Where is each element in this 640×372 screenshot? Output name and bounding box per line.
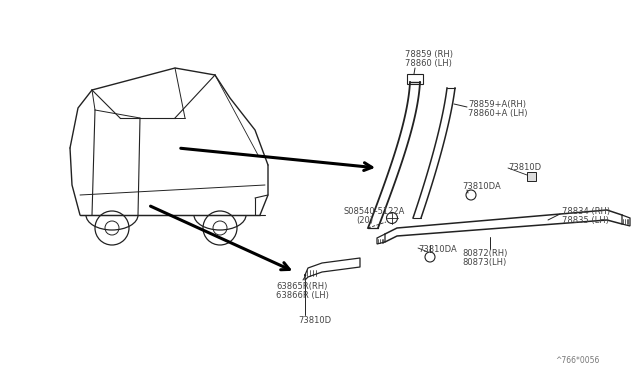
Text: 73810D: 73810D (298, 316, 331, 325)
Text: 80872(RH): 80872(RH) (462, 249, 508, 258)
Bar (527, 172, 536, 181)
Text: 78860+A (LH): 78860+A (LH) (468, 109, 527, 118)
Text: 63866R (LH): 63866R (LH) (276, 291, 329, 300)
Text: ^766*0056: ^766*0056 (555, 356, 600, 365)
Text: (20): (20) (356, 216, 373, 225)
Text: 78859 (RH): 78859 (RH) (405, 50, 453, 59)
Text: 78835 (LH): 78835 (LH) (562, 216, 609, 225)
Text: 78860 (LH): 78860 (LH) (405, 59, 452, 68)
Text: 78834 (RH): 78834 (RH) (562, 207, 610, 216)
Text: 78859+A(RH): 78859+A(RH) (468, 100, 526, 109)
Text: 73810DA: 73810DA (418, 245, 457, 254)
Text: 73810DA: 73810DA (462, 182, 500, 191)
Bar (407, 74, 423, 84)
Text: 73810D: 73810D (508, 163, 541, 172)
Text: 80873(LH): 80873(LH) (462, 258, 506, 267)
Text: S08540-5122A: S08540-5122A (343, 207, 404, 216)
Text: 63865R(RH): 63865R(RH) (276, 282, 328, 291)
